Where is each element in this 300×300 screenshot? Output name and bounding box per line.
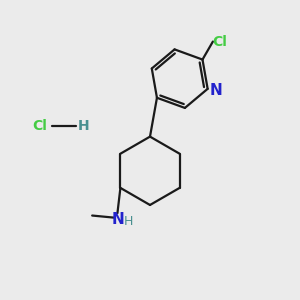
- Text: Cl: Cl: [212, 34, 227, 49]
- Text: Cl: Cl: [33, 119, 47, 133]
- Text: H: H: [77, 119, 89, 133]
- Text: H: H: [124, 215, 134, 228]
- Text: N: N: [210, 83, 222, 98]
- Text: N: N: [112, 212, 124, 227]
